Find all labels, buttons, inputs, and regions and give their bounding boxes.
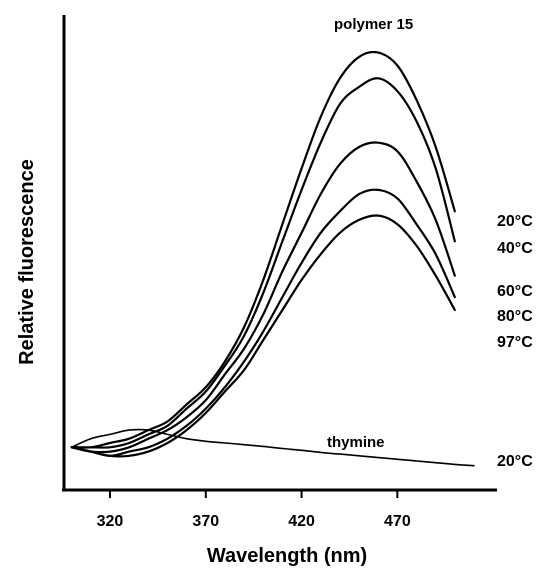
- polymer-series-line: [70, 141, 456, 454]
- series-label: 20°C: [497, 213, 533, 230]
- series-label: 40°C: [497, 240, 533, 257]
- thymine-annotation: thymine: [327, 434, 385, 451]
- series-label: 20°C: [497, 453, 533, 470]
- x-ticks: 320 370 420 470: [97, 490, 411, 530]
- x-tick-label: 420: [288, 513, 315, 530]
- polymer-series-line: [70, 77, 456, 449]
- y-axis-title: Relative fluorescence: [16, 159, 38, 365]
- series-label: 80°C: [497, 308, 533, 325]
- x-axis-title: Wavelength (nm): [207, 545, 367, 567]
- series-label: 60°C: [497, 283, 533, 300]
- polymer-series-line: [70, 50, 456, 449]
- axes: [62, 15, 497, 492]
- x-tick-label: 470: [384, 513, 411, 530]
- thymine-series-line: [70, 428, 475, 467]
- x-tick-label: 370: [192, 513, 219, 530]
- curves: [70, 50, 475, 467]
- x-tick-label: 320: [97, 513, 124, 530]
- polymer-annotation: polymer 15: [334, 16, 413, 33]
- series-labels: 20°C 40°C 60°C 80°C 97°C 20°C: [497, 213, 533, 470]
- polymer-series-line: [70, 214, 456, 458]
- polymer-series-line: [70, 188, 456, 457]
- series-label: 97°C: [497, 334, 533, 351]
